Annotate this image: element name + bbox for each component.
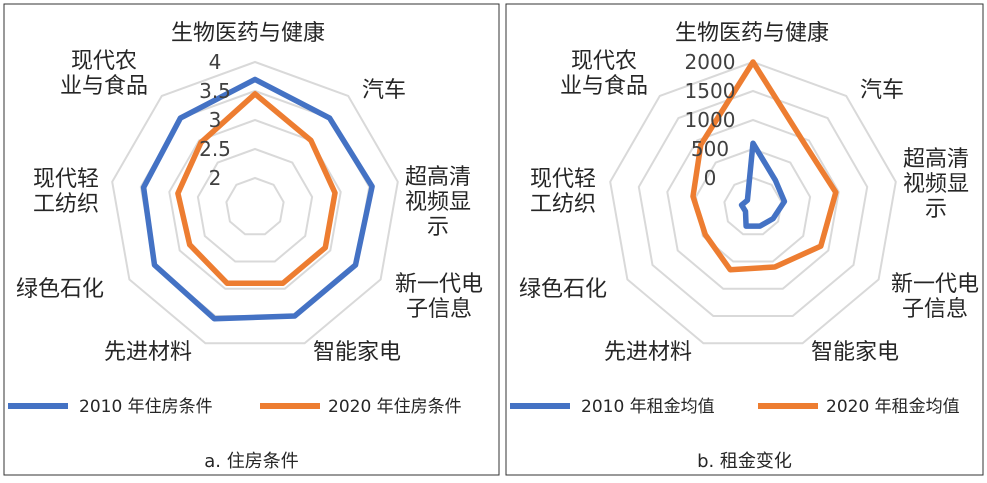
legend-label: 2010 年住房条件 bbox=[79, 397, 213, 417]
category-label: 生物医药与健康 bbox=[675, 21, 829, 46]
category-label: 先进材料 bbox=[604, 340, 692, 365]
grid-ring bbox=[168, 118, 342, 290]
category-label: 现代轻工纺织 bbox=[33, 167, 99, 217]
grid-ring bbox=[666, 118, 840, 290]
chart-panel-border bbox=[505, 3, 984, 476]
tick-label: 2000 bbox=[685, 50, 736, 74]
category-label: 超高清视频显示 bbox=[903, 147, 969, 222]
category-label: 先进材料 bbox=[104, 340, 192, 365]
category-label: 现代农业与食品 bbox=[60, 49, 148, 99]
grid-ring bbox=[637, 89, 869, 317]
category-label: 汽车 bbox=[860, 78, 904, 103]
category-label: 新一代电子信息 bbox=[395, 272, 483, 322]
category-label: 超高清视频显示 bbox=[405, 165, 471, 240]
category-label: 智能家电 bbox=[313, 340, 401, 365]
tick-label: 1500 bbox=[685, 79, 736, 103]
tick-label: 0 bbox=[704, 166, 717, 190]
chart-caption: b. 租金变化 bbox=[697, 451, 792, 472]
tick-label: 4 bbox=[209, 50, 222, 74]
category-label: 生物医药与健康 bbox=[171, 21, 325, 46]
grid-ring bbox=[225, 176, 285, 236]
series-line-2 bbox=[175, 91, 338, 287]
tick-label: 3.5 bbox=[199, 79, 231, 103]
series-line-1 bbox=[738, 140, 788, 229]
grid-ring bbox=[196, 147, 314, 263]
tick-label: 2 bbox=[209, 166, 222, 190]
tick-label: 2.5 bbox=[199, 137, 231, 161]
grid-ring bbox=[694, 147, 812, 263]
category-label: 智能家电 bbox=[811, 340, 899, 365]
grid-ring bbox=[111, 60, 399, 345]
category-label: 汽车 bbox=[362, 78, 406, 103]
legend-label: 2020 年租金均值 bbox=[826, 397, 960, 417]
category-label: 现代轻工纺织 bbox=[530, 167, 596, 217]
legend-label: 2020 年住房条件 bbox=[328, 397, 462, 417]
chart-caption: a. 住房条件 bbox=[204, 451, 298, 472]
grid-ring bbox=[609, 60, 897, 345]
tick-label: 3 bbox=[209, 108, 222, 132]
series-line-1 bbox=[140, 76, 375, 322]
series-line-2 bbox=[690, 59, 839, 273]
category-label: 现代农业与食品 bbox=[560, 49, 648, 99]
tick-label: 500 bbox=[691, 137, 729, 161]
category-label: 绿色石化 bbox=[16, 277, 104, 302]
grid-ring bbox=[723, 176, 783, 236]
category-label: 新一代电子信息 bbox=[891, 272, 979, 322]
category-label: 绿色石化 bbox=[519, 277, 607, 302]
tick-label: 1000 bbox=[685, 108, 736, 132]
legend-label: 2010 年租金均值 bbox=[581, 397, 715, 417]
radar-chart-2: 0 500 1000 1500 2000 生物医药与健康汽车超高清视频显示新一代电子信息智… bbox=[505, 3, 984, 476]
